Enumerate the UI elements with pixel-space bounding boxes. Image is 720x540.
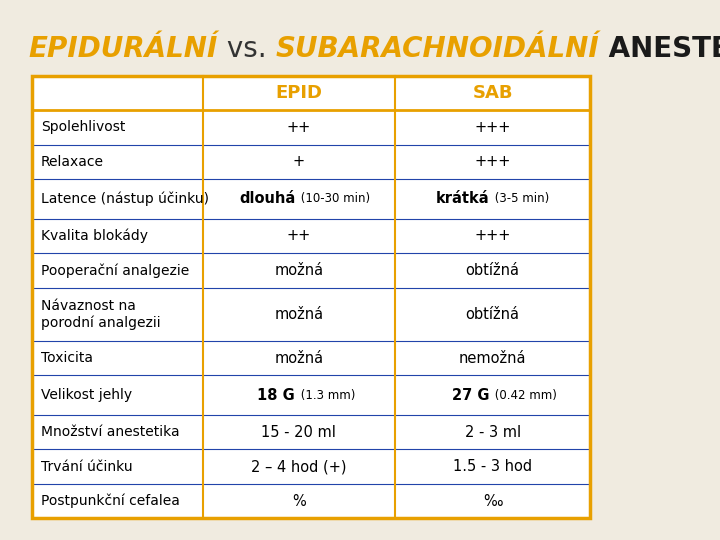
Text: Velikost jehly: Velikost jehly bbox=[41, 388, 132, 402]
Text: %: % bbox=[292, 494, 306, 509]
Text: EPIDURÁLNÍ: EPIDURÁLNÍ bbox=[29, 35, 218, 63]
Text: (10-30 min): (10-30 min) bbox=[297, 192, 370, 205]
Text: obtížná: obtížná bbox=[466, 263, 520, 278]
Text: Návaznost na
porodní analgezii: Návaznost na porodní analgezii bbox=[41, 299, 161, 329]
Text: Spolehlivost: Spolehlivost bbox=[41, 120, 125, 134]
Text: Relaxace: Relaxace bbox=[41, 155, 104, 168]
Text: (1.3 mm): (1.3 mm) bbox=[297, 389, 355, 402]
Text: (0.42 mm): (0.42 mm) bbox=[490, 389, 557, 402]
Text: Trvání účinku: Trvání účinku bbox=[41, 460, 132, 474]
Text: Pooperační analgezie: Pooperační analgezie bbox=[41, 263, 189, 278]
Text: SAB: SAB bbox=[472, 84, 513, 102]
Bar bbox=[32, 76, 590, 518]
Text: 27 G: 27 G bbox=[451, 388, 489, 403]
Text: SUBARACHNOIDÁLNÍ: SUBARACHNOIDÁLNÍ bbox=[276, 35, 600, 63]
Text: Množství anestetika: Množství anestetika bbox=[41, 426, 180, 439]
Text: +: + bbox=[293, 154, 305, 169]
Text: možná: možná bbox=[274, 350, 323, 366]
Text: EPID: EPID bbox=[275, 84, 323, 102]
Text: 18 G: 18 G bbox=[258, 388, 295, 403]
Text: 15 - 20 ml: 15 - 20 ml bbox=[261, 425, 336, 440]
Text: +++: +++ bbox=[474, 120, 511, 135]
Text: dlouhá: dlouhá bbox=[239, 191, 295, 206]
Text: Latence (nástup účinku): Latence (nástup účinku) bbox=[41, 192, 209, 206]
Text: 2 - 3 ml: 2 - 3 ml bbox=[464, 425, 521, 440]
Text: ‰: ‰ bbox=[483, 494, 503, 509]
Text: vs.: vs. bbox=[218, 35, 276, 63]
Text: krátká: krátká bbox=[436, 191, 489, 206]
Text: možná: možná bbox=[274, 307, 323, 322]
Text: nemožná: nemožná bbox=[459, 350, 526, 366]
Text: +++: +++ bbox=[474, 154, 511, 169]
Text: +++: +++ bbox=[474, 228, 511, 244]
Text: (3-5 min): (3-5 min) bbox=[490, 192, 549, 205]
Text: Kvalita blokády: Kvalita blokády bbox=[41, 228, 148, 243]
Text: možná: možná bbox=[274, 263, 323, 278]
Text: ++: ++ bbox=[287, 228, 311, 244]
Text: ANESTEZIE: ANESTEZIE bbox=[600, 35, 720, 63]
Text: Postpunkční cefalea: Postpunkční cefalea bbox=[41, 494, 180, 509]
Text: 1.5 - 3 hod: 1.5 - 3 hod bbox=[453, 459, 532, 474]
Text: obtížná: obtížná bbox=[466, 307, 520, 322]
Text: 2 – 4 hod (+): 2 – 4 hod (+) bbox=[251, 459, 346, 474]
Text: ++: ++ bbox=[287, 120, 311, 135]
Text: Toxicita: Toxicita bbox=[41, 351, 93, 365]
Bar bbox=[32, 76, 590, 518]
